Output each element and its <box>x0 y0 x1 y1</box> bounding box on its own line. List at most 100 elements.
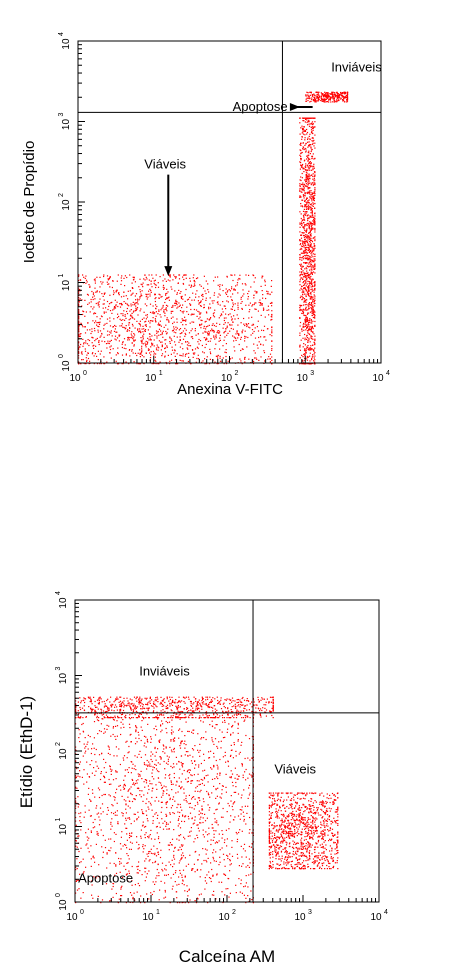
data-point <box>314 284 316 286</box>
data-point <box>138 716 140 718</box>
data-point <box>176 897 178 899</box>
data-point <box>82 722 84 725</box>
data-point <box>139 698 141 700</box>
data-point <box>181 740 183 742</box>
data-point <box>194 819 196 821</box>
data-point <box>310 190 312 192</box>
data-point <box>269 696 272 698</box>
data-point <box>312 312 314 314</box>
data-point <box>338 95 340 97</box>
data-point <box>310 330 312 333</box>
data-point <box>169 342 171 344</box>
data-point <box>83 709 86 712</box>
data-point <box>143 707 145 709</box>
data-point <box>305 279 308 281</box>
data-point <box>200 301 202 303</box>
data-point <box>207 289 209 291</box>
data-point <box>135 726 137 728</box>
data-point <box>311 359 313 361</box>
data-point <box>227 710 230 712</box>
data-point <box>308 293 310 295</box>
data-point <box>124 843 126 846</box>
data-point <box>306 192 308 194</box>
data-point <box>106 300 109 303</box>
data-point <box>154 279 156 281</box>
data-point <box>301 127 304 129</box>
data-point <box>309 318 311 320</box>
data-point <box>306 208 308 210</box>
data-point <box>304 293 306 295</box>
data-point <box>307 124 309 126</box>
data-point <box>308 263 310 265</box>
data-point <box>312 220 314 222</box>
data-point <box>264 316 266 318</box>
data-point <box>307 138 309 140</box>
data-point <box>149 702 151 704</box>
data-point <box>305 176 307 179</box>
data-point <box>79 770 81 772</box>
data-point <box>310 256 312 258</box>
data-point <box>181 311 183 313</box>
data-point <box>205 703 207 705</box>
data-point <box>267 291 269 293</box>
data-point <box>309 203 311 206</box>
data-point <box>253 701 255 703</box>
data-point <box>112 779 115 781</box>
data-point <box>124 319 126 321</box>
data-point <box>311 259 313 261</box>
data-point <box>309 161 311 163</box>
data-point <box>204 363 206 365</box>
data-point <box>203 776 205 779</box>
data-point <box>123 310 125 312</box>
data-point <box>250 873 252 875</box>
data-point <box>104 292 106 294</box>
data-point <box>150 280 152 282</box>
data-point <box>139 356 141 358</box>
data-point <box>144 274 146 276</box>
data-point <box>185 795 187 797</box>
data-point <box>311 285 314 287</box>
data-point <box>222 807 224 810</box>
data-point <box>306 258 308 260</box>
data-point <box>214 705 216 707</box>
data-point <box>299 305 301 307</box>
data-point <box>147 329 149 331</box>
data-point <box>128 305 130 307</box>
data-point <box>124 275 126 277</box>
data-point <box>307 99 309 102</box>
data-point <box>158 297 160 299</box>
data-point <box>324 95 327 97</box>
data-point <box>102 834 104 837</box>
data-point <box>308 347 310 349</box>
data-point <box>197 354 199 356</box>
data-point <box>253 303 255 306</box>
data-point <box>123 755 126 757</box>
data-point <box>195 707 197 709</box>
data-point <box>309 91 311 93</box>
data-point <box>272 706 274 708</box>
data-point <box>160 725 162 727</box>
data-point <box>95 320 97 322</box>
data-point <box>88 837 90 839</box>
data-point <box>303 171 305 173</box>
data-point <box>78 325 80 327</box>
data-point <box>304 254 306 257</box>
data-point <box>96 713 98 715</box>
data-point <box>345 95 347 97</box>
data-point <box>318 94 320 96</box>
data-point <box>197 300 199 302</box>
data-point <box>165 746 167 748</box>
data-point <box>152 815 154 818</box>
data-point <box>105 311 107 313</box>
data-point <box>141 350 143 353</box>
data-point <box>178 289 180 291</box>
data-point <box>300 234 302 236</box>
data-point <box>153 701 155 703</box>
data-point <box>154 318 156 320</box>
data-point <box>171 306 173 308</box>
data-point <box>190 308 192 311</box>
data-point <box>185 744 187 746</box>
data-point <box>313 177 315 179</box>
data-point <box>112 326 114 328</box>
data-point <box>148 707 150 709</box>
